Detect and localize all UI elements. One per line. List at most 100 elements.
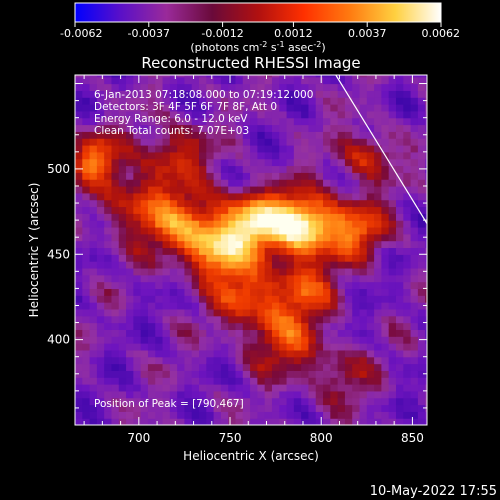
heatmap-cell	[89, 124, 98, 132]
heatmap-cell	[264, 397, 273, 406]
heatmap-cell	[242, 90, 251, 98]
heatmap-cell	[242, 247, 251, 255]
heatmap-cell	[191, 165, 200, 173]
heatmap-cell	[271, 356, 280, 365]
heatmap-cell	[199, 411, 207, 419]
heatmap-cell	[89, 165, 98, 173]
heatmap-cell	[220, 110, 229, 119]
heatmap-cell	[104, 404, 113, 412]
heatmap-cell	[410, 220, 419, 228]
heatmap-cell	[279, 308, 288, 317]
heatmap-cell	[337, 213, 346, 221]
heatmap-cell	[177, 213, 186, 221]
heatmap-cell	[162, 329, 171, 337]
heatmap-cell	[381, 308, 390, 317]
heatmap-cell	[257, 370, 266, 378]
heatmap-cell	[96, 179, 105, 187]
heatmap-cell	[308, 233, 317, 242]
heatmap-cell	[374, 356, 383, 365]
heatmap-cell	[286, 329, 295, 337]
heatmap-cell	[199, 295, 207, 303]
heatmap-cell	[111, 281, 120, 290]
heatmap-cell	[235, 295, 244, 303]
heatmap-cell	[126, 295, 134, 303]
heatmap-cell	[410, 370, 419, 378]
heatmap-cell	[169, 158, 178, 167]
heatmap-cell	[381, 247, 390, 255]
heatmap-cell	[344, 151, 353, 160]
heatmap-cell	[133, 267, 142, 276]
heatmap-cell	[235, 247, 244, 255]
heatmap-cell	[352, 131, 361, 139]
heatmap-cell	[381, 370, 390, 378]
heatmap-cell	[417, 124, 426, 132]
heatmap-cell	[126, 329, 134, 337]
heatmap-cell	[388, 384, 397, 392]
heatmap-cell	[235, 322, 244, 330]
heatmap-cell	[381, 179, 390, 187]
heatmap-cell	[315, 158, 324, 167]
heatmap-cell	[220, 315, 229, 324]
heatmap-cell	[257, 226, 266, 235]
heatmap-cell	[140, 384, 149, 392]
heatmap-cell	[403, 199, 412, 208]
heatmap-cell	[366, 356, 375, 365]
heatmap-cell	[395, 179, 404, 187]
heatmap-cell	[147, 192, 156, 201]
heatmap-cell	[337, 75, 346, 78]
heatmap-cell	[191, 138, 200, 146]
heatmap-cell	[374, 336, 383, 344]
heatmap-cell	[75, 117, 83, 126]
heatmap-cell	[228, 315, 237, 324]
heatmap-cell	[220, 199, 229, 208]
heatmap-cell	[242, 411, 251, 419]
heatmap-cell	[140, 397, 149, 406]
heatmap-cell	[228, 138, 237, 146]
heatmap-cell	[213, 165, 222, 173]
heatmap-cell	[293, 226, 302, 235]
heatmap-cell	[425, 206, 427, 214]
heatmap-cell	[330, 370, 339, 378]
heatmap-cell	[271, 117, 280, 126]
heatmap-cell	[213, 370, 222, 378]
heatmap-cell	[89, 131, 98, 139]
heatmap-cell	[96, 295, 105, 303]
heatmap-cell	[344, 220, 353, 228]
heatmap-cell	[279, 254, 288, 262]
heatmap-cell	[308, 281, 317, 290]
heatmap-cell	[410, 97, 419, 105]
heatmap-cell	[111, 343, 120, 351]
heatmap-cell	[271, 254, 280, 262]
heatmap-cell	[366, 267, 375, 276]
heatmap-cell	[264, 377, 273, 385]
heatmap-cell	[279, 240, 288, 249]
heatmap-cell	[366, 151, 375, 160]
heatmap-cell	[242, 397, 251, 406]
heatmap-cell	[271, 179, 280, 187]
heatmap-cell	[235, 151, 244, 160]
heatmap-cell	[257, 315, 266, 324]
heatmap-cell	[417, 104, 426, 112]
heatmap-cell	[133, 158, 142, 167]
heatmap-cell	[271, 158, 280, 167]
heatmap-cell	[352, 233, 361, 242]
heatmap-cell	[315, 295, 324, 303]
heatmap-cell	[264, 90, 273, 98]
heatmap-cell	[337, 104, 346, 112]
heatmap-cell	[206, 281, 215, 290]
heatmap-cell	[206, 384, 215, 392]
heatmap-cell	[352, 274, 361, 283]
heatmap-cell	[140, 349, 149, 358]
heatmap-cell	[213, 145, 222, 153]
heatmap-cell	[155, 233, 164, 242]
heatmap-cell	[344, 267, 353, 276]
heatmap-cell	[330, 247, 339, 255]
heatmap-cell	[140, 336, 149, 344]
heatmap-cell	[359, 261, 368, 269]
heatmap-cell	[184, 220, 193, 228]
heatmap-cell	[104, 192, 113, 201]
heatmap-cell	[126, 349, 134, 358]
heatmap-cell	[111, 302, 120, 310]
heatmap-cell	[126, 158, 134, 167]
heatmap-cell	[301, 384, 310, 392]
